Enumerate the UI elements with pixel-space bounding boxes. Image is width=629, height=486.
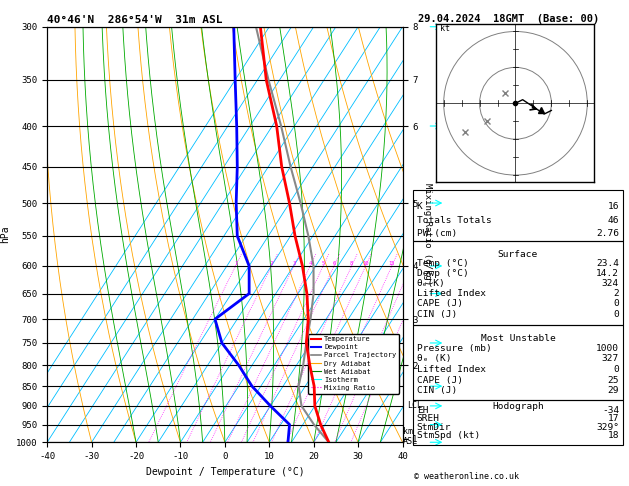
Text: K: K: [417, 202, 423, 211]
Text: 1000: 1000: [596, 344, 619, 353]
Text: CAPE (J): CAPE (J): [417, 376, 463, 384]
Text: 3: 3: [292, 261, 296, 266]
Text: 23.4: 23.4: [596, 259, 619, 268]
Text: 327: 327: [602, 354, 619, 363]
Text: 324: 324: [602, 279, 619, 288]
Text: 0: 0: [613, 310, 619, 318]
Bar: [413, 325, 623, 400]
Text: 29.04.2024  18GMT  (Base: 00): 29.04.2024 18GMT (Base: 00): [418, 14, 599, 24]
Text: CIN (J): CIN (J): [417, 386, 457, 395]
Text: 329°: 329°: [596, 423, 619, 432]
Text: 40°46'N  286°54'W  31m ASL: 40°46'N 286°54'W 31m ASL: [47, 15, 223, 25]
Text: -34: -34: [602, 406, 619, 415]
Text: 0: 0: [613, 365, 619, 374]
Text: CIN (J): CIN (J): [417, 310, 457, 318]
Text: Most Unstable: Most Unstable: [481, 334, 555, 343]
Text: 2: 2: [270, 261, 273, 266]
Text: 8: 8: [350, 261, 353, 266]
Text: 2: 2: [613, 289, 619, 298]
Y-axis label: hPa: hPa: [1, 226, 11, 243]
Text: Surface: Surface: [498, 249, 538, 259]
Text: 17: 17: [608, 414, 619, 423]
Bar: [413, 241, 623, 325]
Text: SREH: SREH: [417, 414, 440, 423]
Text: 10: 10: [362, 261, 369, 266]
Text: StmSpd (kt): StmSpd (kt): [417, 431, 480, 440]
Text: 1: 1: [234, 261, 237, 266]
Text: 0: 0: [613, 299, 619, 309]
Text: Hodograph: Hodograph: [492, 402, 544, 411]
Text: 14.2: 14.2: [596, 269, 619, 278]
Text: EH: EH: [417, 406, 428, 415]
Text: 18: 18: [608, 431, 619, 440]
Text: Lifted Index: Lifted Index: [417, 365, 486, 374]
Text: 5: 5: [321, 261, 325, 266]
Bar: [413, 400, 623, 445]
Text: 46: 46: [608, 216, 619, 225]
X-axis label: Dewpoint / Temperature (°C): Dewpoint / Temperature (°C): [145, 467, 304, 477]
Text: 16: 16: [608, 202, 619, 211]
Text: PW (cm): PW (cm): [417, 229, 457, 238]
Text: Temp (°C): Temp (°C): [417, 259, 469, 268]
Legend: Temperature, Dewpoint, Parcel Trajectory, Dry Adiabat, Wet Adiabat, Isotherm, Mi: Temperature, Dewpoint, Parcel Trajectory…: [308, 333, 399, 394]
Text: © weatheronline.co.uk: © weatheronline.co.uk: [414, 472, 519, 481]
Text: LCL: LCL: [407, 401, 421, 410]
Text: Dewp (°C): Dewp (°C): [417, 269, 469, 278]
Text: θₑ (K): θₑ (K): [417, 354, 452, 363]
Text: 6: 6: [332, 261, 336, 266]
Text: Pressure (mb): Pressure (mb): [417, 344, 492, 353]
Bar: [413, 190, 623, 241]
Text: 2.76: 2.76: [596, 229, 619, 238]
Y-axis label: Mixing Ratio (g/kg): Mixing Ratio (g/kg): [423, 183, 431, 286]
Text: θₑ(K): θₑ(K): [417, 279, 445, 288]
Text: 4: 4: [308, 261, 312, 266]
Text: kt: kt: [440, 24, 450, 34]
Text: 15: 15: [389, 261, 395, 266]
Text: 25: 25: [608, 376, 619, 384]
Text: Totals Totals: Totals Totals: [417, 216, 492, 225]
Text: Lifted Index: Lifted Index: [417, 289, 486, 298]
Text: CAPE (J): CAPE (J): [417, 299, 463, 309]
Text: StmDir: StmDir: [417, 423, 452, 432]
Text: 29: 29: [608, 386, 619, 395]
Text: km
ASL: km ASL: [403, 427, 418, 447]
